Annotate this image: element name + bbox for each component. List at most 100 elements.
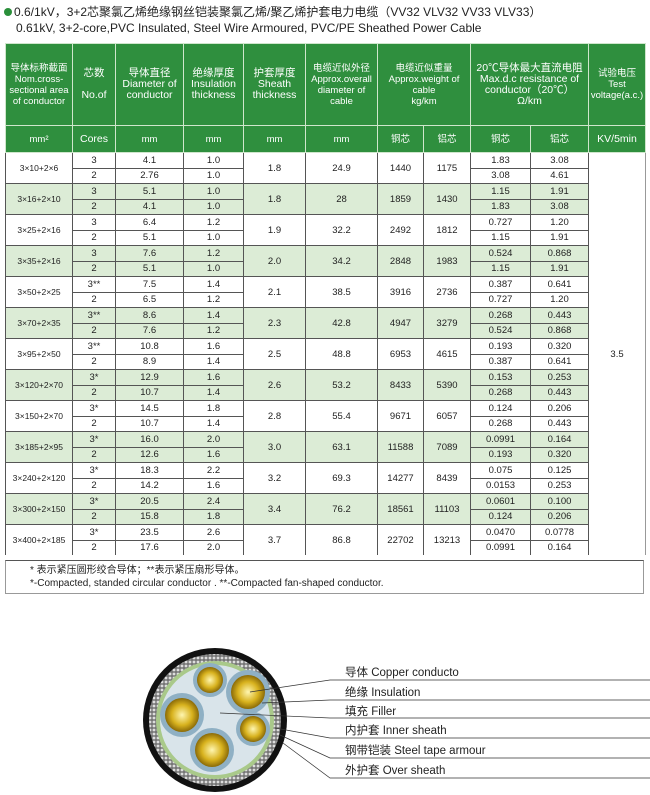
cell-insulation: 2.0	[183, 540, 244, 555]
cell-resistance-al: 1.91	[529, 183, 590, 200]
cell-resistance-cu: 0.387	[470, 276, 531, 293]
cell-overall-diameter: 38.5	[305, 276, 378, 308]
cell-resistance-al: 0.443	[529, 385, 590, 401]
cell-insulation: 1.4	[183, 385, 244, 401]
table-row: 2 4.1 1.0 1.83 3.08	[6, 199, 646, 215]
cell-resistance-al: 0.0778	[529, 524, 590, 541]
cell-diameter: 5.1	[115, 183, 184, 200]
table-row: 3×10+2×6 3 4.1 1.0 1.8 24.9 1440 1175 1.83 3.08 3.…	[5, 152, 647, 555]
col-sheath: 护套厚度 Sheath thickness	[243, 43, 306, 126]
table-row: 2 7.6 1.2 0.524 0.868	[6, 323, 646, 339]
cell-cores: 3**	[72, 276, 116, 293]
cell-resistance-cu: 0.0601	[470, 493, 531, 510]
cell-diameter: 12.9	[115, 369, 184, 386]
cell-weight-cu: 18561	[377, 493, 424, 525]
cable-cross-section: 导体 Copper conducto 绝缘 Insulation 填充 Fill…	[0, 600, 650, 795]
cell-insulation: 1.0	[183, 168, 244, 184]
cell-cores: 3	[72, 245, 116, 262]
cell-resistance-cu: 0.727	[470, 292, 531, 308]
cell-resistance-cu: 0.193	[470, 447, 531, 463]
page-title: 0.6/1kV，3+2芯聚氯乙烯绝缘钢丝铠装聚氯乙烯/聚乙烯护套电力电缆（VV3…	[4, 4, 541, 36]
cell-resistance-al: 4.61	[529, 168, 590, 184]
cell-insulation: 1.4	[183, 354, 244, 370]
cell-overall-diameter: 32.2	[305, 214, 378, 246]
cell-resistance-al: 0.443	[529, 416, 590, 432]
cell-resistance-cu: 0.387	[470, 354, 531, 370]
col-resistance: 20℃导体最大直流电阻 Max.d.c resistance of conduct…	[469, 43, 590, 126]
col-diameter: 导体直径 Diameter of conductor	[115, 43, 184, 126]
cell-weight-al: 8439	[423, 462, 471, 494]
cell-resistance-cu: 0.0991	[470, 431, 531, 448]
cell-resistance-al: 0.253	[529, 369, 590, 386]
footnotes: * 表示紧压圆形绞合导体；**表示紧压扇形导体。 *-Compacted, st…	[5, 560, 644, 594]
cell-resistance-al: 0.641	[529, 354, 590, 370]
cell-diameter: 14.2	[115, 478, 184, 494]
unit-weight-al: 铝芯	[423, 125, 471, 153]
cell-cores: 2	[72, 416, 116, 432]
cell-cores: 2	[72, 230, 116, 246]
cell-diameter: 23.5	[115, 524, 184, 541]
table-row: 3×16+2×10 3 5.1 1.0 1.8 28 1859 1430 1.15 1.91	[5, 183, 646, 215]
cell-resistance-al: 0.125	[529, 462, 590, 479]
unit-cores: Cores	[72, 125, 116, 153]
cell-test-voltage: 3.5	[588, 152, 647, 555]
cell-sheath: 2.3	[243, 307, 306, 339]
cell-cores: 3	[72, 152, 116, 169]
table-row: 2 14.2 1.6 0.0153 0.253	[6, 478, 646, 494]
cell-resistance-cu: 0.524	[470, 323, 531, 339]
cell-weight-cu: 22702	[377, 524, 424, 555]
cell-weight-al: 13213	[423, 524, 471, 555]
cell-insulation: 1.2	[183, 214, 244, 231]
cell-weight-cu: 14277	[377, 462, 424, 494]
cell-section: 3×50+2×25	[5, 276, 73, 308]
cell-diameter: 5.1	[115, 261, 184, 277]
label-insulation: 绝缘 Insulation	[345, 687, 421, 699]
unit-diameter: mm	[115, 125, 184, 153]
cell-section: 3×16+2×10	[5, 183, 73, 215]
cell-insulation: 1.0	[183, 199, 244, 215]
bullet-icon	[4, 8, 12, 16]
cell-insulation: 1.2	[183, 292, 244, 308]
cell-section: 3×70+2×35	[5, 307, 73, 339]
col-test: 试验电压 Test voltage(a.c.)	[588, 43, 647, 126]
cell-overall-diameter: 86.8	[305, 524, 378, 555]
cell-overall-diameter: 42.8	[305, 307, 378, 339]
cell-section: 3×240+2×120	[5, 462, 73, 494]
title-cn: 0.6/1kV，3+2芯聚氯乙烯绝缘钢丝铠装聚氯乙烯/聚乙烯护套电力电缆（VV3…	[14, 5, 542, 19]
cell-diameter: 2.76	[115, 168, 184, 184]
cell-cores: 3	[72, 183, 116, 200]
cell-resistance-cu: 0.0991	[470, 540, 531, 555]
unit-weight-cu: 铜芯	[377, 125, 424, 153]
cell-section: 3×95+2×50	[5, 338, 73, 370]
cell-cores: 2	[72, 199, 116, 215]
cell-cores: 3*	[72, 524, 116, 541]
unit-test: KV/5min	[588, 125, 647, 153]
cable-diagram	[143, 648, 650, 792]
cell-sheath: 2.5	[243, 338, 306, 370]
cell-diameter: 4.1	[115, 199, 184, 215]
cell-diameter: 16.0	[115, 431, 184, 448]
cell-overall-diameter: 24.9	[305, 152, 378, 184]
cell-cores: 3**	[72, 307, 116, 324]
label-conductor: 导体 Copper conducto	[345, 667, 459, 679]
unit-res-cu: 铜芯	[470, 125, 531, 153]
cell-sheath: 3.4	[243, 493, 306, 525]
label-over-sheath: 外护套 Over sheath	[345, 765, 446, 777]
cell-diameter: 6.4	[115, 214, 184, 231]
cell-diameter: 7.6	[115, 323, 184, 339]
cell-resistance-cu: 1.83	[470, 199, 531, 215]
cell-resistance-al: 1.20	[529, 214, 590, 231]
table-row: 3×300+2×150 3* 20.5 2.4 3.4 76.2 18561 11103 0.0…	[5, 493, 646, 525]
cell-diameter: 10.7	[115, 385, 184, 401]
table-row: 3×240+2×120 3* 18.3 2.2 3.2 69.3 14277 8439 0.07…	[5, 462, 646, 494]
cell-weight-cu: 6953	[377, 338, 424, 370]
cell-insulation: 1.4	[183, 307, 244, 324]
table-row: 3×400+2×185 3* 23.5 2.6 3.7 86.8 22702 13213 0.0…	[5, 524, 646, 555]
cell-cores: 3*	[72, 369, 116, 386]
cell-diameter: 7.5	[115, 276, 184, 293]
cell-sheath: 3.0	[243, 431, 306, 463]
cell-overall-diameter: 48.8	[305, 338, 378, 370]
table-row: 3×95+2×50 3** 10.8 1.6 2.5 48.8 6953 4615 0.193 0…	[5, 338, 646, 370]
cell-weight-al: 7089	[423, 431, 471, 463]
cell-resistance-al: 0.100	[529, 493, 590, 510]
